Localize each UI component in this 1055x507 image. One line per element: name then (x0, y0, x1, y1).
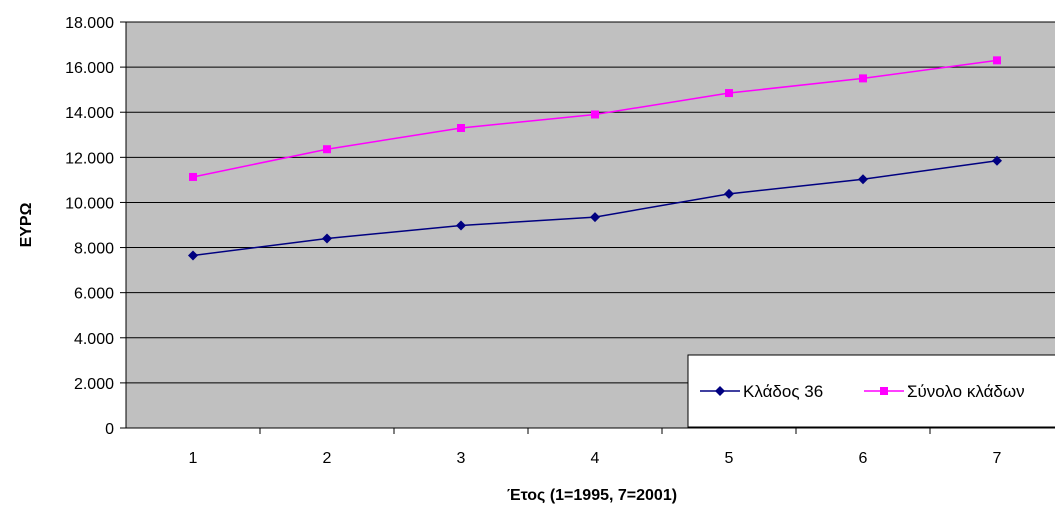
data-point (591, 110, 599, 119)
y-axis-title: ΕΥΡΩ (18, 202, 35, 247)
data-point (993, 56, 1001, 65)
legend-marker-series-2 (880, 387, 888, 395)
data-point (189, 172, 197, 181)
y-tick-label: 2.000 (74, 376, 114, 393)
x-axis-ticks: 1 2 3 4 5 6 7 (189, 428, 1002, 467)
data-point (457, 124, 465, 133)
data-point (725, 89, 733, 98)
series-2 (189, 56, 1001, 181)
gridlines (126, 21, 1055, 384)
y-tick-label: 12.000 (65, 150, 114, 167)
x-tick-label: 2 (323, 450, 332, 467)
data-point (858, 174, 868, 185)
legend-label-series-1: Κλάδος 36 (743, 382, 823, 401)
y-tick-label: 14.000 (65, 105, 114, 122)
y-tick-label: 8.000 (74, 241, 114, 258)
x-tick-label: 7 (993, 450, 1002, 467)
legend: Κλάδος 36 Σύνολο κλάδων (687, 354, 1055, 428)
x-tick-label: 1 (189, 450, 198, 467)
data-point (323, 145, 331, 154)
data-point (188, 250, 198, 261)
legend-marker-series-1 (715, 386, 725, 396)
y-tick-label: 4.000 (74, 331, 114, 348)
data-point (859, 74, 867, 83)
data-point (590, 212, 600, 223)
y-tick-label: 10.000 (65, 195, 114, 212)
y-axis-ticks: 0 2.000 4.000 6.000 8.000 10.000 12.000 14.000 1… (65, 15, 126, 438)
y-tick-label: 18.000 (65, 15, 114, 32)
x-tick-label: 4 (591, 450, 600, 467)
data-point (322, 233, 332, 244)
series-layer (188, 56, 1002, 261)
y-tick-label: 0 (105, 421, 114, 438)
x-tick-label: 6 (859, 450, 868, 467)
series-1 (188, 155, 1002, 261)
x-axis-title: Έτος (1=1995, 7=2001) (507, 487, 677, 504)
x-tick-label: 3 (457, 450, 466, 467)
data-point (724, 188, 734, 199)
data-point (992, 155, 1002, 166)
x-tick-label: 5 (725, 450, 734, 467)
y-tick-label: 16.000 (65, 60, 114, 77)
y-tick-label: 6.000 (74, 286, 114, 303)
data-point (456, 220, 466, 231)
legend-label-series-2: Σύνολο κλάδων (907, 382, 1025, 401)
